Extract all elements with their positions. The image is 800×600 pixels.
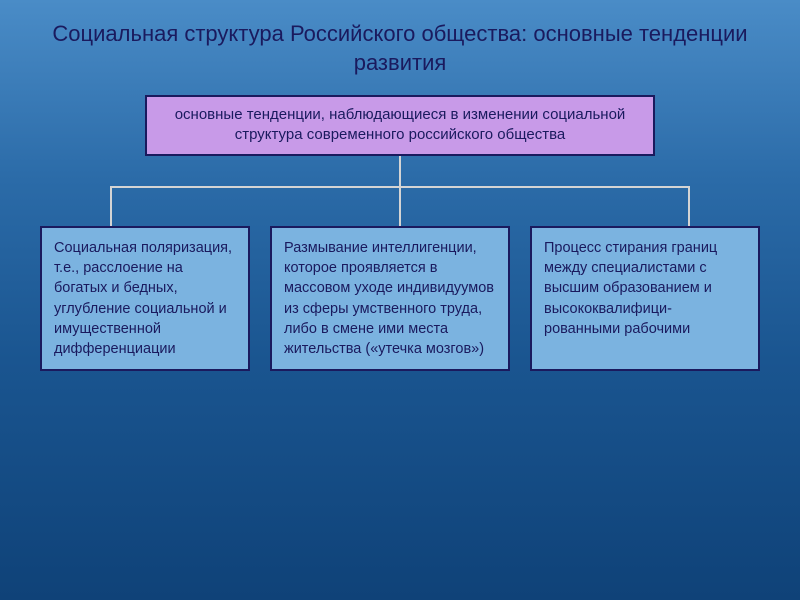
header-box: основные тенденции, наблюдающиеся в изме… (145, 95, 655, 156)
connector-vertical-right (688, 186, 690, 226)
info-box-2: Размывание интеллигенции, которое проявл… (270, 226, 510, 372)
connector-area (35, 156, 765, 226)
info-box-1: Социальная поляризация, т.е., расслоение… (40, 226, 250, 372)
connector-vertical-left (110, 186, 112, 226)
info-boxes-row: Социальная поляризация, т.е., расслоение… (35, 226, 765, 372)
info-box-3: Процесс стирания границ между специалист… (530, 226, 760, 372)
connector-vertical-top (399, 156, 401, 186)
connector-vertical-middle (399, 186, 401, 226)
slide-title: Социальная структура Российского обществ… (35, 20, 765, 77)
slide-content: Социальная структура Российского обществ… (0, 0, 800, 600)
